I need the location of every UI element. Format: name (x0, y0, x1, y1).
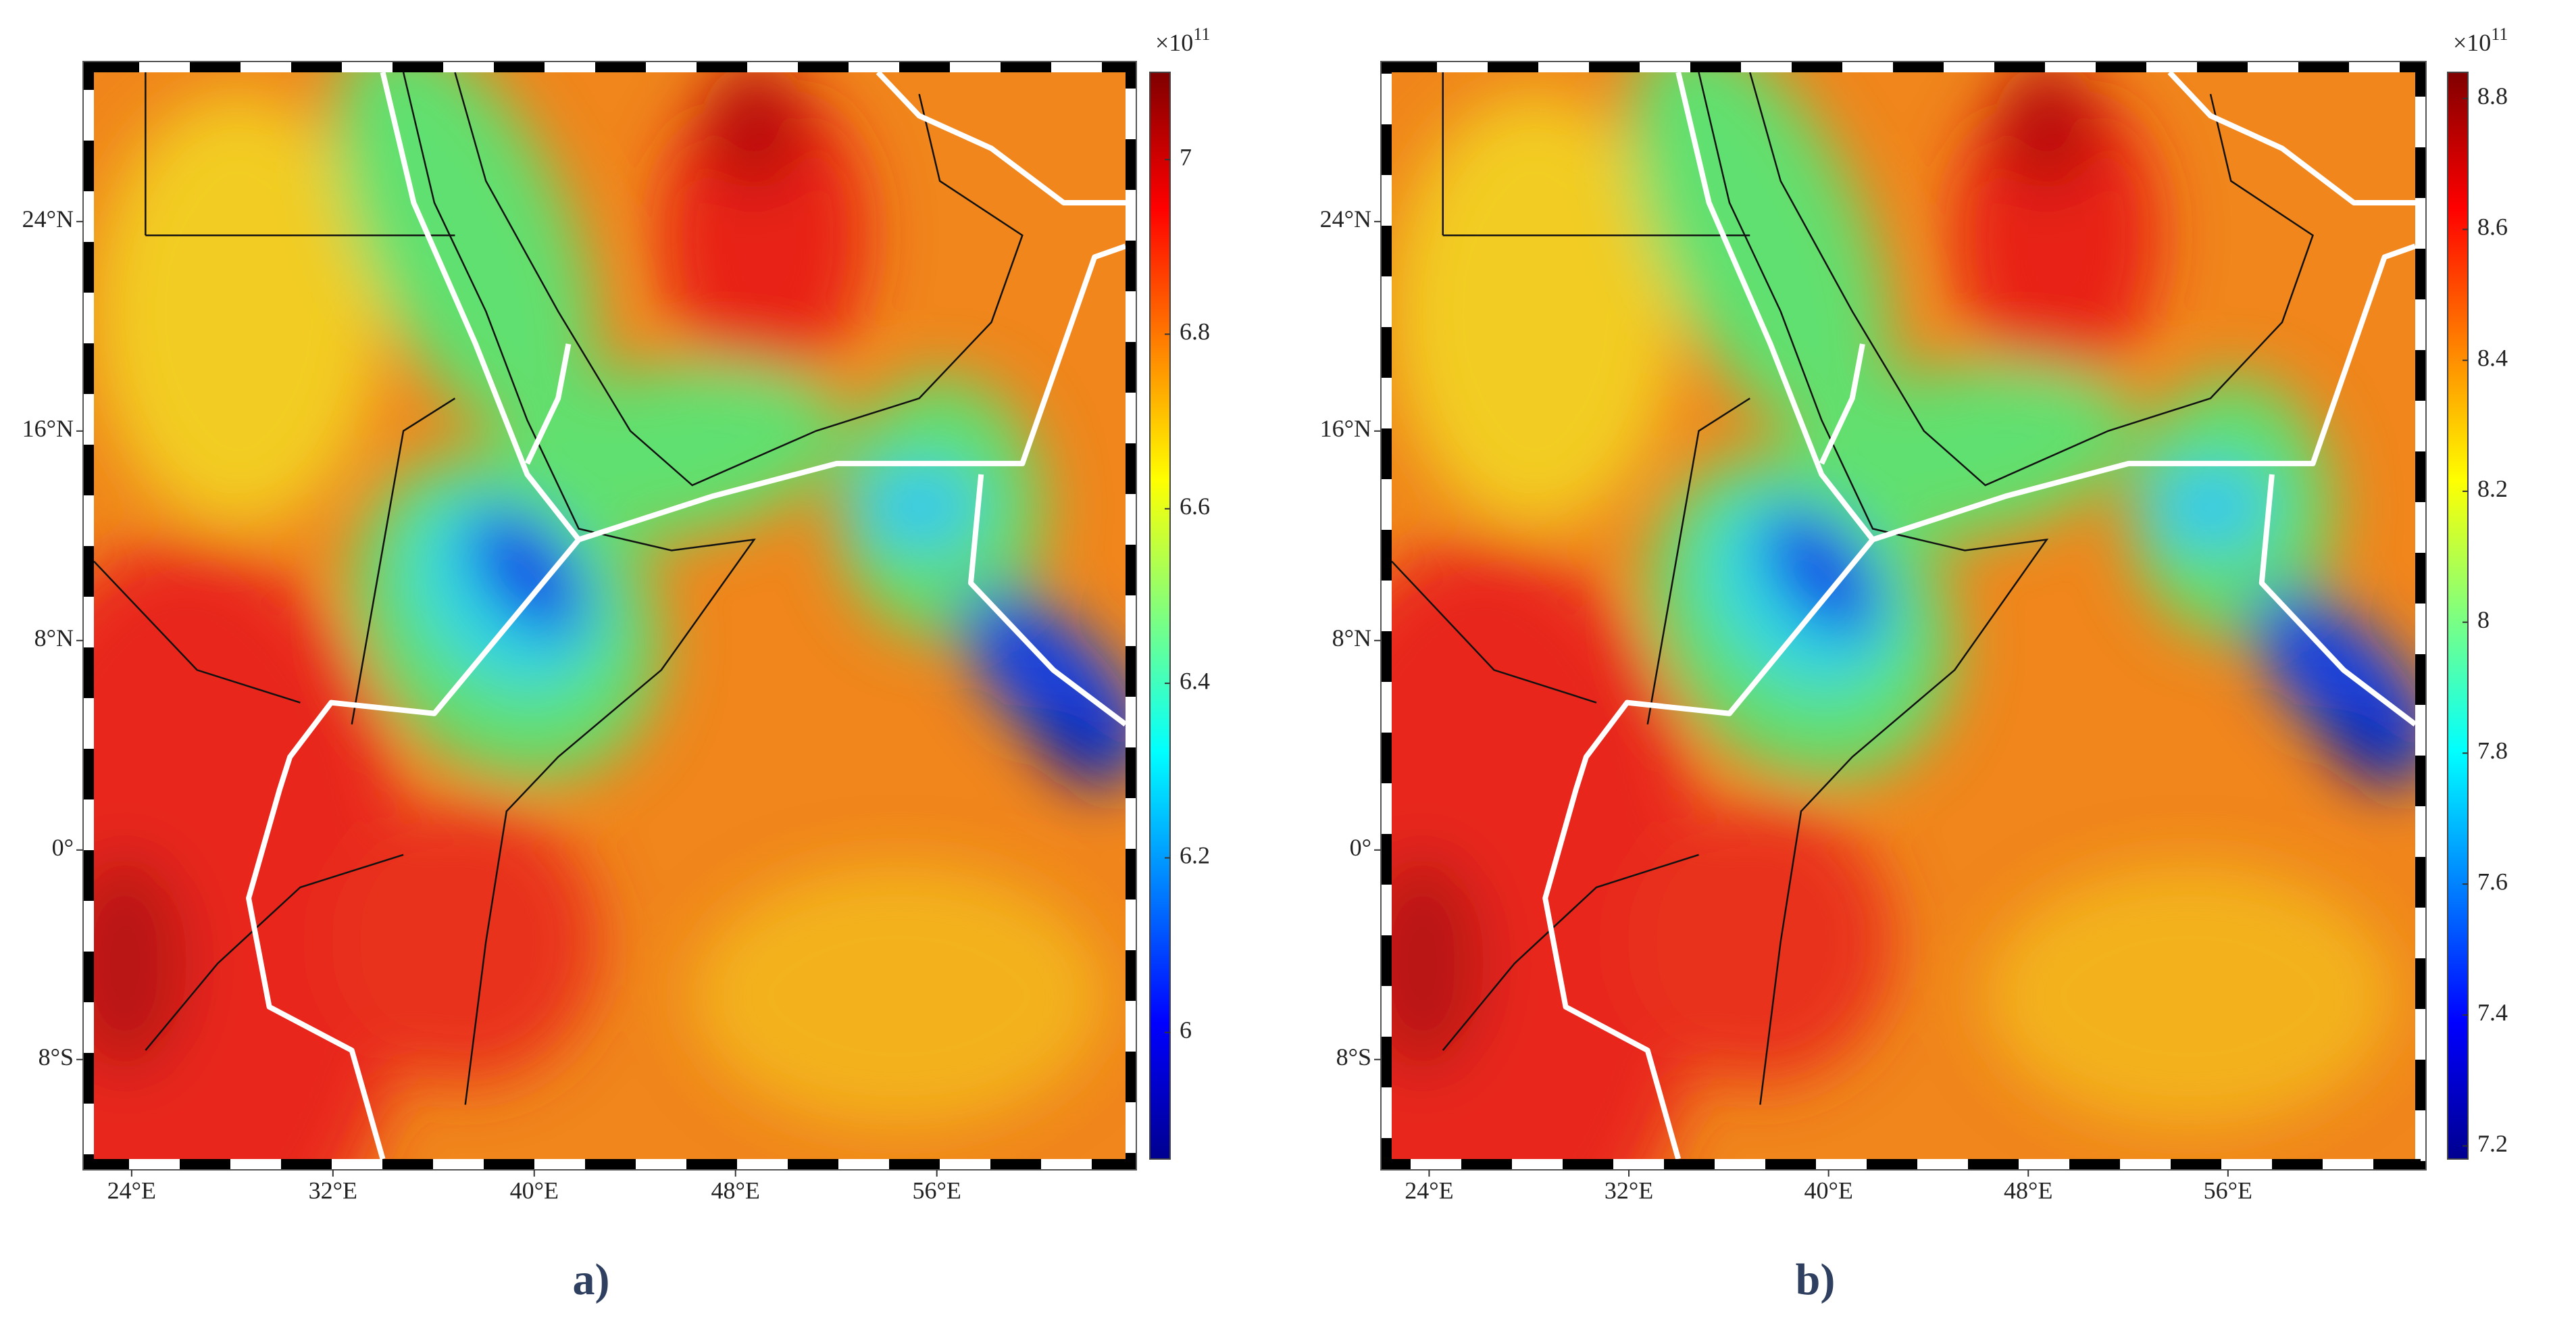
plate-boundary (524, 343, 572, 465)
y-tick-label: 16°N (1320, 415, 1371, 442)
country-border (402, 72, 756, 1105)
country-border (145, 854, 404, 1051)
country-border (1749, 72, 2315, 487)
panel-label: a) (573, 1255, 610, 1304)
map-area (1392, 72, 2415, 1159)
y-tick-label: 0° (1350, 834, 1371, 861)
x-tick-label: 56°E (2204, 1177, 2252, 1204)
colorbar-multiplier: ×1011 (1155, 24, 1210, 56)
map-frame-outline (82, 61, 1137, 1171)
map-area (94, 72, 1126, 1159)
plate-boundary (2167, 72, 2415, 205)
x-tick-label: 32°E (309, 1177, 357, 1204)
field-blob (961, 589, 1126, 773)
country-border (1646, 397, 1750, 725)
x-tick-label: 56°E (912, 1177, 961, 1204)
map-frame-check (1381, 61, 2426, 1170)
field-blob (1031, 704, 1117, 789)
country-border (351, 397, 456, 725)
field-blob (702, 72, 806, 192)
colorbar-tick-label: 8.4 (2477, 344, 2508, 371)
map-frame-check (83, 61, 1136, 1170)
field-blob (469, 508, 586, 637)
y-tick-label: 24°N (22, 205, 74, 232)
x-tick-label: 48°E (711, 1177, 760, 1204)
colorbar-tick-label: 7.8 (2477, 737, 2508, 764)
colorbar-tick-label: 6.4 (1180, 667, 1210, 694)
multiplier-base: ×10 (2453, 29, 2491, 56)
colorbar-tick-label: 6 (1180, 1016, 1192, 1043)
field-blob (692, 865, 1105, 1127)
x-tick-label: 24°E (107, 1177, 156, 1204)
colorbar-tick-label: 7.6 (2477, 868, 2508, 895)
colorbar (1149, 72, 1171, 1160)
colorbar-tick-label: 8.2 (2477, 475, 2508, 502)
plate-boundary (2258, 474, 2415, 726)
x-tick-label: 48°E (2004, 1177, 2052, 1204)
field-blob (1392, 94, 1679, 529)
country-border (94, 560, 301, 704)
field-blob (1995, 72, 2098, 192)
plate-boundary (1819, 343, 1865, 465)
x-tick-label: 40°E (510, 1177, 559, 1204)
x-tick-label: 32°E (1605, 1177, 1653, 1204)
colorbar-tick-label: 8.8 (2477, 82, 2508, 109)
panel-label: b) (1796, 1255, 1836, 1304)
country-border (1698, 72, 2049, 1105)
colorbar-tick-label: 7 (1180, 143, 1192, 170)
y-tick-label: 16°N (22, 415, 74, 442)
colorbar-tick-label: 8.6 (2477, 214, 2508, 241)
field-blob (2321, 704, 2407, 789)
field-blob (94, 854, 187, 1073)
map-panel: 24°E 32°E 40°E 48°E 56°E 24°N 16°N 8°N 0° 8°S 7.2 7… (1320, 24, 2508, 1304)
y-tick-label: 8°S (1336, 1043, 1371, 1070)
x-tick-label: 24°E (1405, 1177, 1453, 1204)
y-tick-label: 8°S (39, 1043, 74, 1070)
y-tick-label: 8°N (1332, 624, 1371, 651)
map-frame-outline (1380, 61, 2427, 1171)
multiplier-exponent: 11 (2491, 24, 2508, 44)
plate-boundary (876, 72, 1126, 205)
field-blob (1627, 800, 1894, 1083)
multiplier-exponent: 11 (1193, 24, 1210, 44)
y-tick-label: 8°N (34, 624, 74, 651)
y-tick-label: 0° (52, 834, 74, 861)
field-blob (1763, 508, 1880, 637)
field-blob (2251, 589, 2415, 773)
country-border (1392, 560, 1597, 704)
colorbar-tick-label: 7.4 (2477, 999, 2508, 1026)
colorbar-tick-label: 6.6 (1180, 493, 1210, 520)
field-blob (857, 463, 982, 551)
country-border (454, 72, 1024, 487)
plate-boundary (380, 72, 1126, 543)
x-tick-label: 40°E (1804, 1177, 1852, 1204)
multiplier-base: ×10 (1155, 29, 1193, 56)
y-tick-label: 24°N (1320, 205, 1371, 232)
field-blob (94, 94, 383, 529)
colorbar-tick-label: 6.2 (1180, 842, 1210, 869)
colorbar-tick-label: 8 (2477, 606, 2490, 633)
plate-boundary (1542, 537, 1875, 1159)
field-blob (2149, 463, 2272, 551)
colorbar (2447, 72, 2469, 1160)
field-blob (1985, 865, 2395, 1127)
country-border (1442, 854, 1699, 1051)
field-blobs (94, 72, 1126, 1159)
colorbar-multiplier: ×1011 (2453, 24, 2508, 56)
colorbar-tick-label: 7.2 (2477, 1130, 2508, 1157)
map-panel: 24°E 32°E 40°E 48°E 56°E 24°N 16°N 8°N 0° 8°S 6 6.2… (22, 24, 1211, 1304)
field-blob (331, 800, 600, 1083)
colorbar-tick-label: 6.8 (1180, 318, 1210, 345)
field-blobs (1392, 72, 2415, 1159)
plate-boundary (967, 474, 1126, 726)
field-blob (1392, 854, 1484, 1073)
plate-boundary (1675, 72, 2415, 543)
plate-boundary (246, 537, 581, 1159)
